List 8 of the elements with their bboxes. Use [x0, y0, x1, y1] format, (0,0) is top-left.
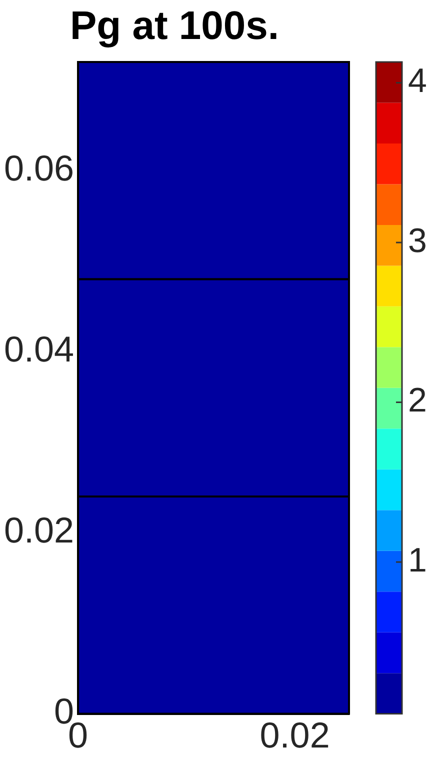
- color-bar-label: 4: [408, 62, 427, 100]
- y-tick-label: 0.02: [4, 510, 74, 551]
- color-bar-label: 3: [408, 222, 427, 260]
- color-bar-label: 1: [408, 541, 427, 580]
- y-tick-label: 0.06: [4, 148, 74, 189]
- chart-title: Pg at 100s.: [70, 4, 280, 48]
- color-bar-label: 2: [408, 382, 427, 420]
- y-tick-label: 0.04: [4, 328, 74, 370]
